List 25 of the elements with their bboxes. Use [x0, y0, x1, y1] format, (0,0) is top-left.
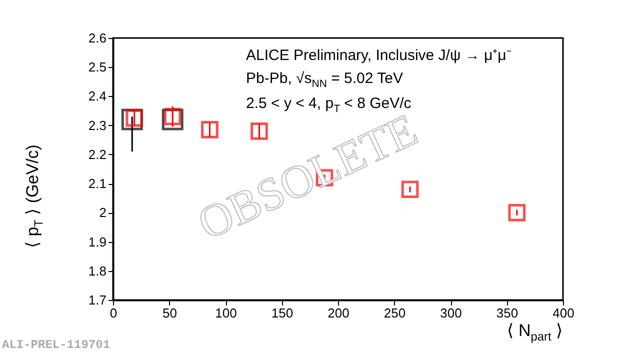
y-tick-label: 1.9	[88, 234, 106, 250]
y-tick-label: 2.5	[88, 60, 106, 75]
y-tick-label: 2.4	[88, 88, 106, 104]
y-tick-label: 2	[99, 205, 106, 220]
x-tick-label: 400	[552, 306, 574, 320]
x-tick-label: 350	[496, 306, 518, 320]
y-tick-label: 1.8	[88, 263, 106, 278]
x-tick-label: 0	[110, 306, 118, 320]
point	[508, 204, 526, 222]
x-tick-label: 150	[271, 306, 294, 320]
text: ALI-PREL-119701	[2, 338, 110, 352]
y-tick-label: 1.7	[88, 292, 106, 308]
x-tick-label: 100	[215, 306, 237, 320]
annotation: Pb-Pb, √s$_{NN}$ = 5.02 TeV	[246, 70, 403, 90]
y-tick-label: 2.3	[88, 118, 106, 133]
annotation: ALICE Preliminary, Inclusive J/ψ → μ⁺μ⁻	[246, 46, 512, 64]
annotation: 2.5 < y < 4, p$_{T}$ < 8 GeV/c	[246, 95, 412, 115]
y-tick-label: 2.6	[88, 30, 106, 46]
y-tick-label: 2.2	[88, 146, 106, 162]
y-tick-label: 2.1	[88, 176, 106, 192]
x-axis-title: ⟨ N$_{part}$ ⟩	[506, 320, 563, 344]
x-tick-label: 250	[384, 306, 406, 320]
x-tick-label: 200	[328, 306, 350, 320]
x-tick-label: 300	[440, 306, 462, 320]
x-tick-label: 50	[162, 306, 177, 320]
